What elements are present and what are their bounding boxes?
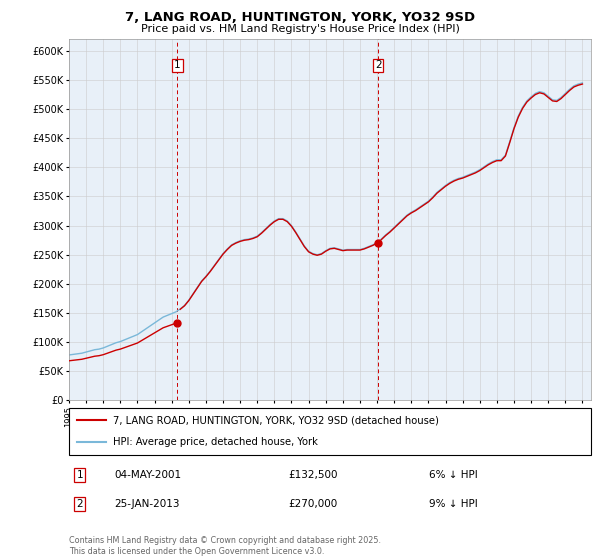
- Text: 2: 2: [76, 499, 83, 509]
- FancyBboxPatch shape: [69, 408, 591, 455]
- Text: £132,500: £132,500: [288, 470, 337, 480]
- Text: 9% ↓ HPI: 9% ↓ HPI: [429, 499, 478, 509]
- Text: 7, LANG ROAD, HUNTINGTON, YORK, YO32 9SD (detached house): 7, LANG ROAD, HUNTINGTON, YORK, YO32 9SD…: [113, 416, 439, 426]
- Text: 04-MAY-2001: 04-MAY-2001: [114, 470, 181, 480]
- Text: 6% ↓ HPI: 6% ↓ HPI: [429, 470, 478, 480]
- Text: Price paid vs. HM Land Registry's House Price Index (HPI): Price paid vs. HM Land Registry's House …: [140, 24, 460, 34]
- Text: 1: 1: [76, 470, 83, 480]
- Text: 2: 2: [375, 60, 382, 71]
- Text: Contains HM Land Registry data © Crown copyright and database right 2025.
This d: Contains HM Land Registry data © Crown c…: [69, 536, 381, 556]
- Text: £270,000: £270,000: [288, 499, 337, 509]
- Text: HPI: Average price, detached house, York: HPI: Average price, detached house, York: [113, 437, 318, 447]
- Text: 1: 1: [174, 60, 181, 71]
- Text: 7, LANG ROAD, HUNTINGTON, YORK, YO32 9SD: 7, LANG ROAD, HUNTINGTON, YORK, YO32 9SD: [125, 11, 475, 24]
- Text: 25-JAN-2013: 25-JAN-2013: [114, 499, 179, 509]
